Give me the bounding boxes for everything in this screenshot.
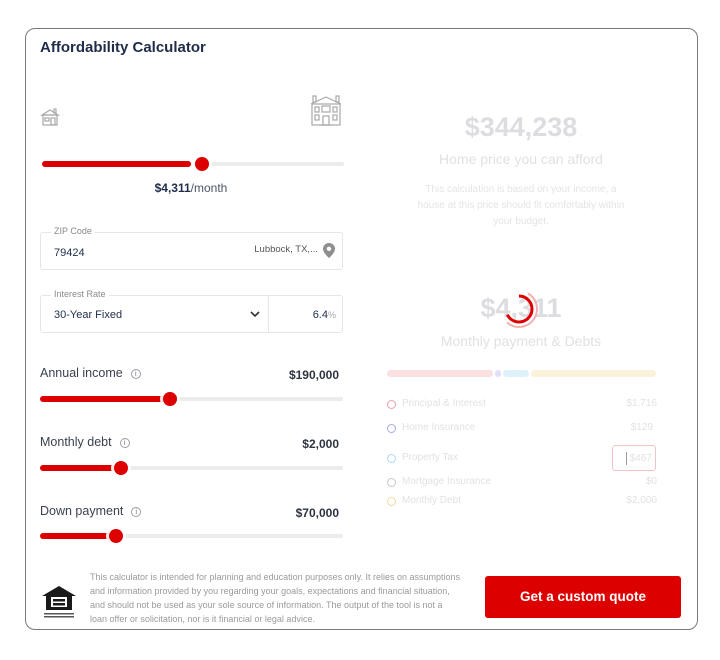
- annual-income-slider[interactable]: [40, 392, 343, 406]
- monthly-payment-label: Monthly payment & Debts: [440, 333, 602, 349]
- interest-rate-input[interactable]: 6.4%: [313, 309, 336, 321]
- property-tax-value: $467: [629, 453, 652, 464]
- monthly-debt-text: Monthly debt: [40, 435, 112, 449]
- legend-dot-icon: [387, 424, 396, 433]
- info-icon[interactable]: i: [130, 369, 141, 379]
- page-title: Affordability Calculator: [40, 39, 206, 56]
- breakdown-label: Mortgage Insurance: [402, 476, 491, 487]
- monthly-budget: $4,311/month: [26, 181, 356, 195]
- interest-rate-label: Interest Rate: [51, 289, 109, 299]
- budget-slider[interactable]: [42, 157, 344, 171]
- slider-track: [42, 162, 344, 166]
- bar-property-tax: [502, 370, 530, 377]
- slider-track: [40, 397, 343, 401]
- interest-rate-value: 6.4: [312, 309, 328, 321]
- slider-thumb[interactable]: [114, 461, 128, 475]
- percent-sign: %: [327, 310, 336, 320]
- slider-fill: [40, 465, 120, 471]
- disclaimer-text: This calculator is intended for planning…: [90, 572, 461, 624]
- home-price-description: This calculation is based on your income…: [417, 184, 625, 227]
- get-custom-quote-button[interactable]: Get a custom quote: [485, 576, 681, 618]
- breakdown-row-principal: Principal & Interest $1,716: [387, 398, 657, 412]
- payment-breakdown-bar: [387, 370, 656, 377]
- down-payment-value: $70,000: [295, 506, 339, 520]
- breakdown-value: $2,000: [626, 495, 657, 506]
- info-icon[interactable]: i: [119, 438, 130, 448]
- breakdown-label: Home Insurance: [402, 422, 476, 433]
- slider-thumb[interactable]: [163, 392, 177, 406]
- annual-income-text: Annual income: [40, 366, 123, 380]
- affordability-calculator-card: Affordability Calculator $4,311/month ZI…: [25, 28, 698, 630]
- interest-rate-field: Interest Rate 30-Year Fixed 6.4%: [40, 289, 343, 333]
- breakdown-value: $129: [630, 422, 653, 433]
- home-price-label: Home price you can afford: [439, 151, 603, 167]
- slider-thumb[interactable]: [109, 529, 123, 543]
- text-cursor: [626, 452, 627, 465]
- breakdown-label: Monthly Debt: [402, 495, 461, 506]
- slider-fill: [40, 533, 115, 539]
- down-payment-slider[interactable]: [40, 529, 343, 543]
- breakdown-value: $1,716: [626, 398, 657, 409]
- monthly-budget-amount: $4,311: [154, 181, 191, 195]
- home-price: $344,238: [464, 112, 578, 142]
- breakdown-row-mortgage-insurance: Mortgage Insurance $0: [387, 476, 657, 490]
- map-pin-icon: [323, 243, 335, 258]
- property-tax-input[interactable]: $467: [612, 445, 656, 471]
- breakdown-value: $0: [645, 476, 657, 487]
- bar-home-insurance: [495, 370, 501, 377]
- breakdown-row-monthly-debt: Monthly Debt $2,000: [387, 495, 657, 509]
- bar-principal-interest: [387, 370, 494, 377]
- legend-dot-icon: [387, 400, 396, 409]
- zip-code-field[interactable]: ZIP Code 79424 Lubbock, TX,...: [40, 226, 343, 270]
- monthly-debt-slider[interactable]: [40, 461, 343, 475]
- breakdown-row-property-tax: Property Tax: [387, 452, 657, 466]
- monthly-debt-value: $2,000: [302, 437, 339, 451]
- location-text: Lubbock, TX,...: [254, 244, 318, 255]
- bar-monthly-debt: [531, 370, 656, 377]
- small-house-icon: [40, 108, 60, 126]
- annual-income-label: Annual income i: [40, 366, 141, 380]
- info-icon[interactable]: i: [131, 507, 142, 517]
- legend-dot-icon: [387, 497, 396, 506]
- slider-track: [40, 534, 343, 538]
- field-divider: [268, 296, 269, 332]
- down-payment-label: Down payment i: [40, 504, 142, 518]
- zip-code-label: ZIP Code: [51, 226, 95, 236]
- monthly-budget-unit: /month: [190, 181, 228, 195]
- monthly-payment: $4,311: [480, 293, 562, 323]
- legend-dot-icon: [387, 478, 396, 487]
- loading-spinner-icon: [500, 290, 538, 328]
- legend-dot-icon: [387, 454, 396, 463]
- zip-code-value[interactable]: 79424: [54, 247, 85, 259]
- slider-thumb[interactable]: [195, 157, 209, 171]
- loan-type-select[interactable]: 30-Year Fixed: [54, 309, 123, 321]
- slider-fill: [42, 161, 191, 167]
- mansion-icon: [310, 95, 342, 126]
- results-panel: $344,238 Home price you can afford This …: [381, 29, 681, 569]
- monthly-debt-label: Monthly debt i: [40, 435, 130, 449]
- chevron-down-icon[interactable]: [249, 309, 261, 319]
- breakdown-label: Property Tax: [402, 452, 458, 463]
- slider-track: [40, 466, 343, 470]
- breakdown-row-home-insurance: Home Insurance $129: [387, 422, 657, 436]
- annual-income-value: $190,000: [288, 368, 339, 382]
- down-payment-text: Down payment: [40, 504, 124, 518]
- breakdown-label: Principal & Interest: [402, 398, 486, 409]
- equal-housing-icon: [42, 586, 76, 618]
- slider-fill: [40, 396, 170, 402]
